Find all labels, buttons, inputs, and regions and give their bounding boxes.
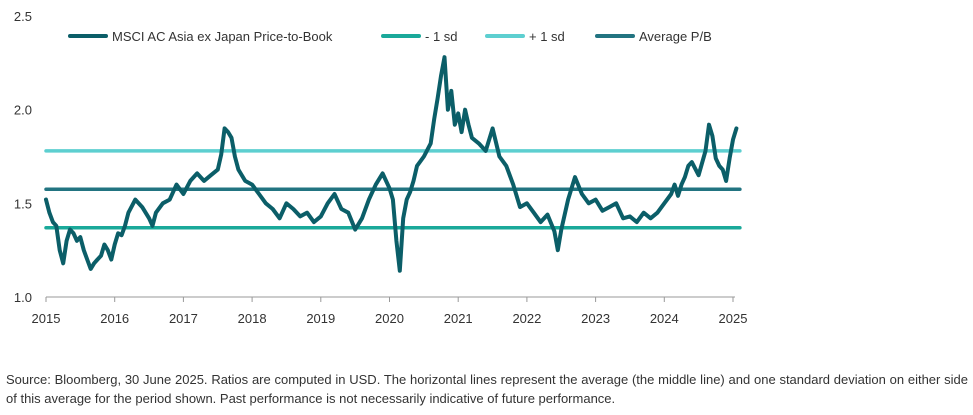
legend-label: - 1 sd: [425, 29, 458, 44]
x-tick-label: 2023: [581, 311, 610, 326]
x-axis: 2015 2016 2017 2018 2019 2020 2021 2022 2023 2024…: [32, 296, 748, 326]
y-tick-label: 2.0: [14, 103, 32, 118]
x-tick-label: 2021: [444, 311, 473, 326]
y-tick-label: 2.5: [14, 9, 32, 24]
pb-line-chart: 1.0 1.5 2.0 2.5 2015 2016 2017 2018 2019 2020 202…: [14, 9, 748, 326]
x-tick-label: 2016: [100, 311, 129, 326]
legend: MSCI AC Asia ex Japan Price-to-Book - 1 s…: [68, 29, 712, 44]
x-tick-label: 2024: [650, 311, 679, 326]
x-tick-label: 2018: [238, 311, 267, 326]
x-tick-label: 2015: [32, 311, 61, 326]
y-tick-label: 1.5: [14, 196, 32, 211]
source-footnote: Source: Bloomberg, 30 June 2025. Ratios …: [6, 372, 968, 406]
y-tick-label: 1.0: [14, 290, 32, 305]
legend-label: Average P/B: [639, 29, 712, 44]
y-axis: 1.0 1.5 2.0 2.5: [14, 9, 32, 305]
x-tick-label: 2017: [169, 311, 198, 326]
series-line-price-to-book: [44, 55, 739, 273]
x-tick-label: 2019: [306, 311, 335, 326]
legend-label: MSCI AC Asia ex Japan Price-to-Book: [112, 29, 333, 44]
plot-lines: [44, 55, 742, 273]
x-tick-label: 2022: [512, 311, 541, 326]
legend-label: + 1 sd: [529, 29, 565, 44]
x-tick-label: 2020: [375, 311, 404, 326]
x-tick-label: 2025: [719, 311, 748, 326]
